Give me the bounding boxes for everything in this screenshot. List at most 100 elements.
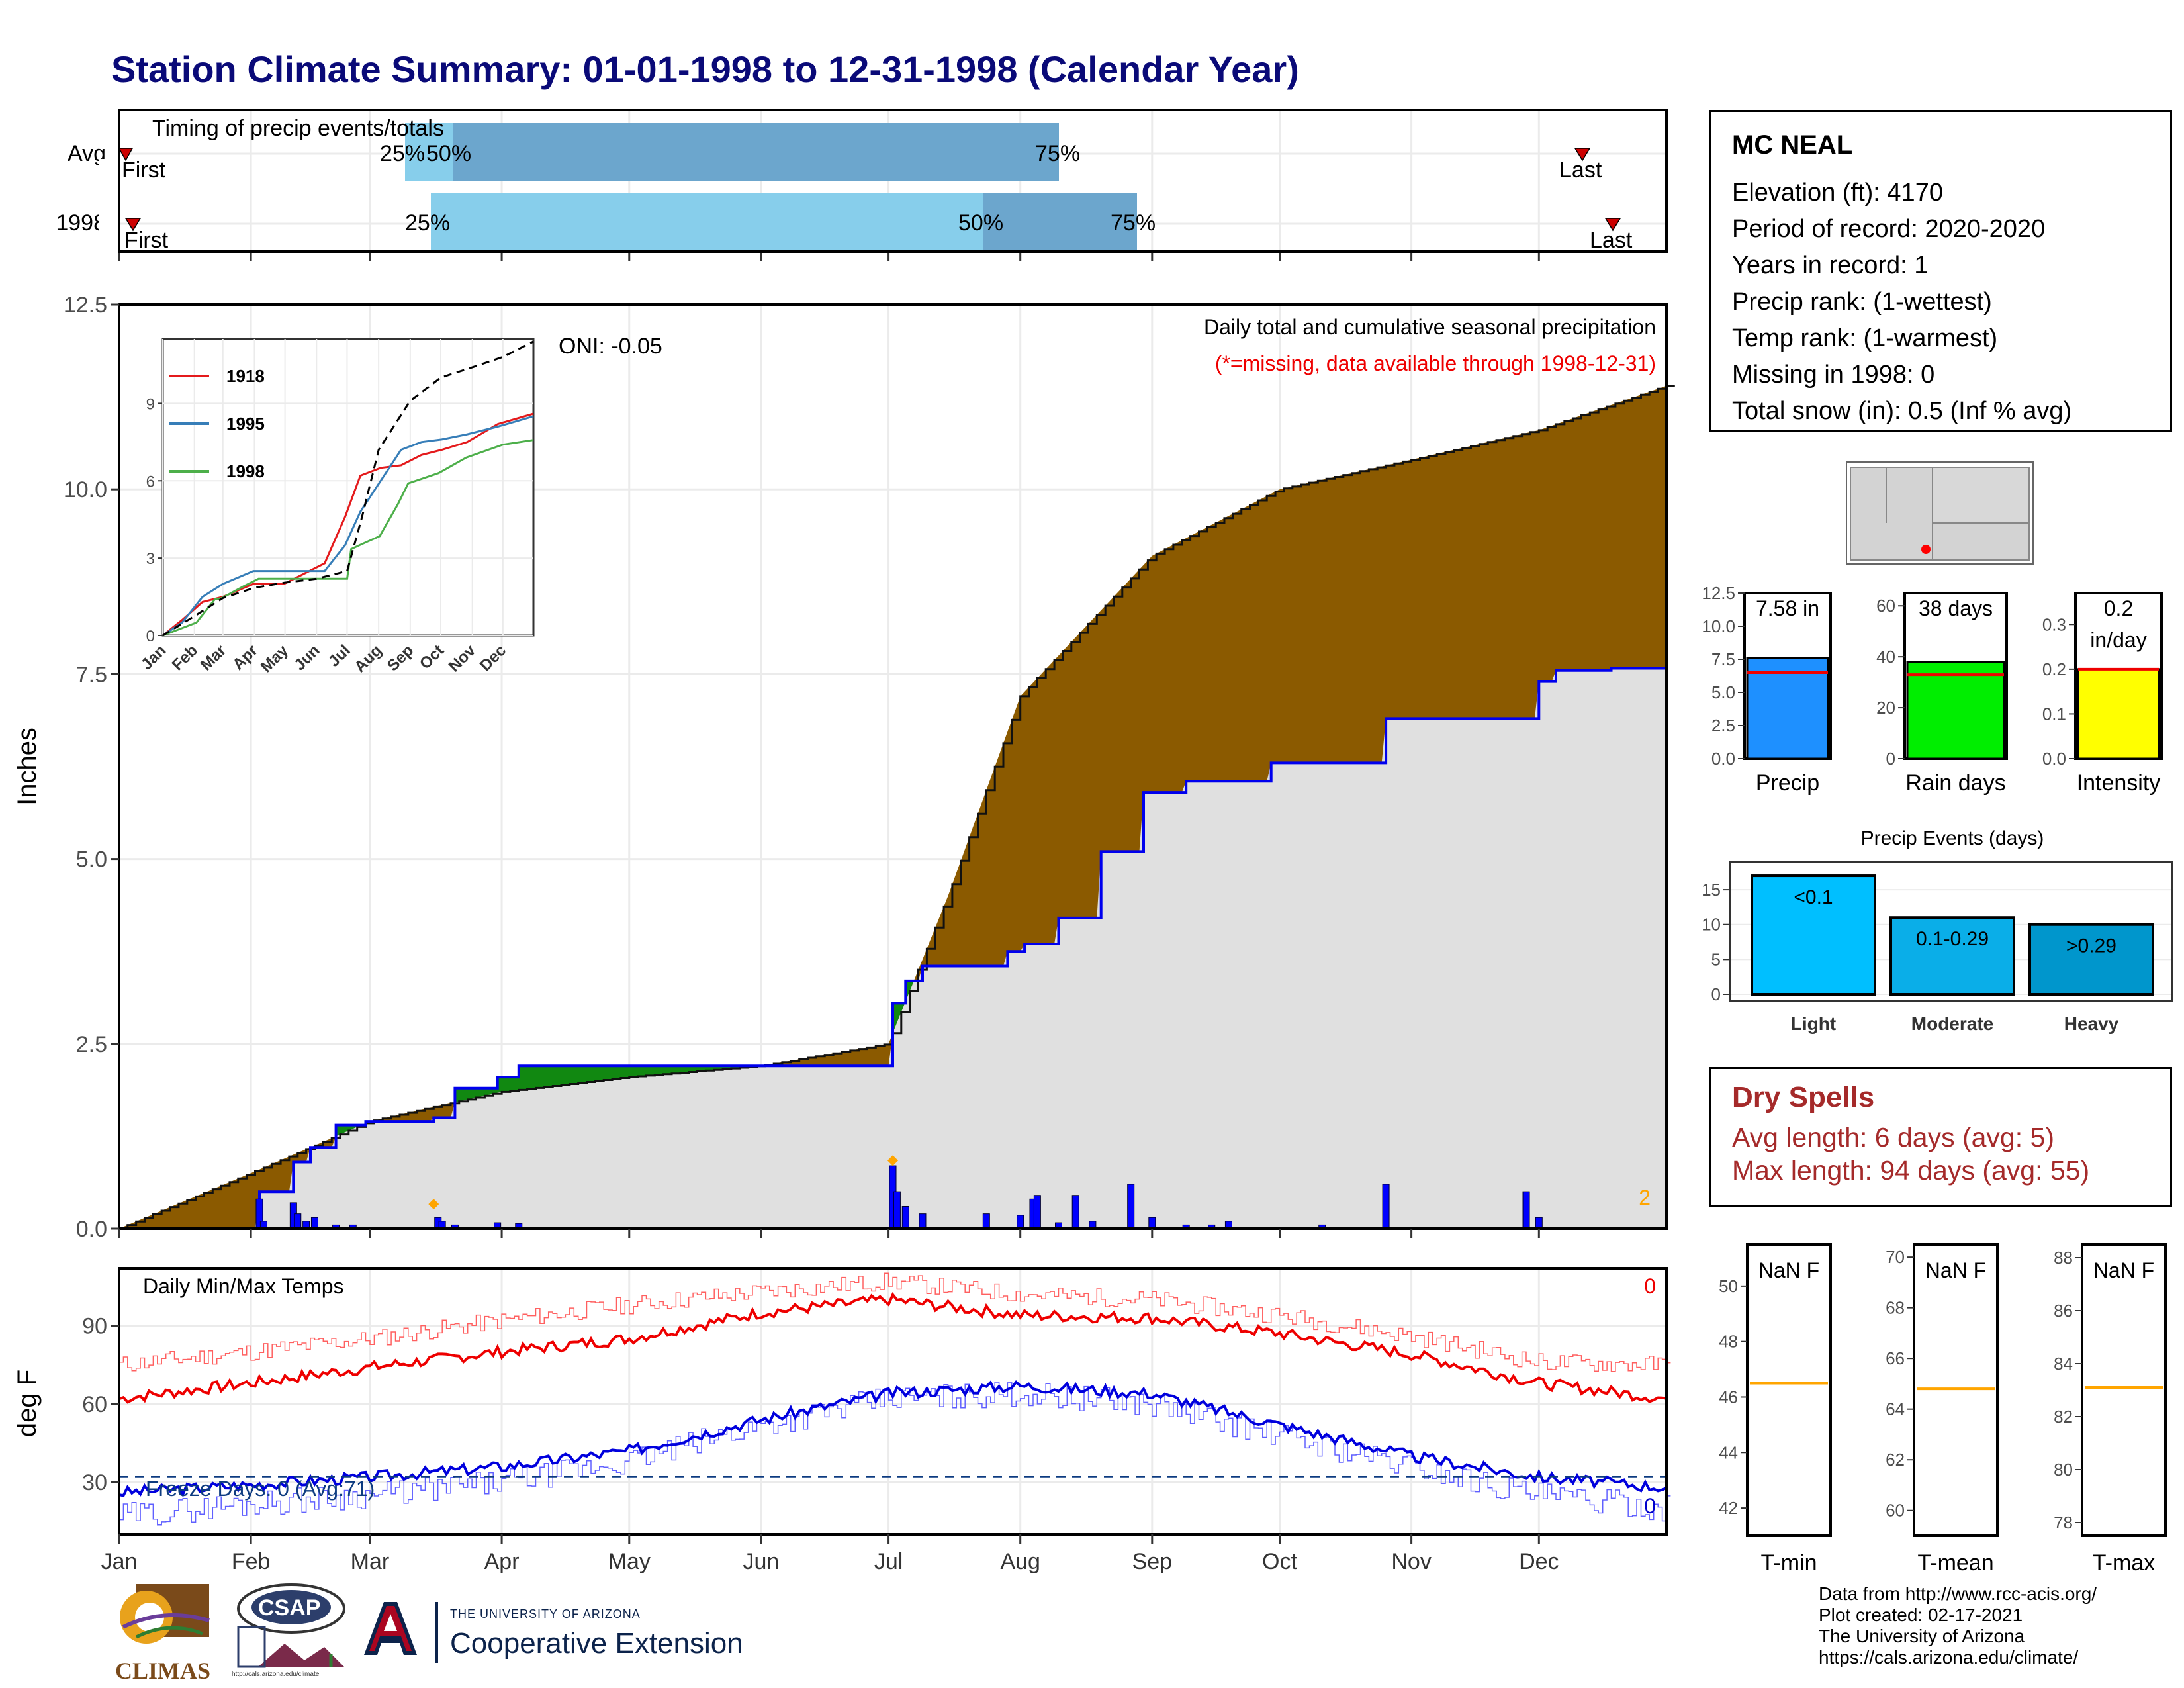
- station-precip-rank: Precip rank: (1-wettest): [1732, 288, 1992, 316]
- precip-event-bar-heavy: [2028, 923, 2154, 996]
- precip-panel-border: [118, 303, 1668, 1230]
- precip-event-category-label: Moderate: [1911, 1013, 1993, 1034]
- precip-events-y-tick-label: 10: [1702, 915, 1721, 935]
- temp-box-y-tick-label: 62: [1886, 1450, 1905, 1470]
- precip-y-axis-label: Inches: [13, 727, 42, 806]
- daily-precip-bar: [901, 1205, 909, 1229]
- precip-events-title: Precip Events (days): [1861, 827, 2044, 849]
- temp-box-y-tick-label: 64: [1886, 1399, 1905, 1419]
- snow-marker: [887, 1155, 898, 1166]
- daily-precip-bar: [1522, 1191, 1530, 1229]
- credit-line-date: Plot created: 02-17-2021: [1819, 1605, 2023, 1625]
- mini-bar-value-label: in/day: [2090, 628, 2146, 652]
- inset-y-tick-label: 9: [146, 395, 155, 413]
- month-label: Feb: [232, 1549, 271, 1574]
- ua-logo-divider: [435, 1602, 438, 1663]
- daily-precip-bar: [1535, 1217, 1543, 1229]
- ua-a-logo: [357, 1595, 443, 1668]
- mini-bar-value-label: 38 days: [1919, 596, 1993, 620]
- precip-y-tick-label: 5.0: [76, 847, 107, 872]
- temp-panel-title: Daily Min/Max Temps: [143, 1274, 343, 1298]
- precip-y-tick-label: 0.0: [76, 1217, 107, 1242]
- daily-precip-bar: [1033, 1195, 1041, 1229]
- temp-box-y-tick-label: 42: [1719, 1498, 1738, 1518]
- mini-bar-y-tick-label: 0.0: [1711, 749, 1735, 769]
- precip-legend-line1: Daily total and cumulative seasonal prec…: [1204, 315, 1656, 339]
- inset-legend-label: 1995: [226, 414, 265, 434]
- dry-spells-max: Max length: 94 days (avg: 55): [1732, 1155, 2090, 1186]
- precip-events-border: [1729, 861, 2173, 1002]
- precip-event-category-label: Heavy: [2064, 1013, 2119, 1034]
- daily-precip-bar: [310, 1217, 318, 1229]
- inset-y-tick-label: 3: [146, 550, 155, 568]
- avg-bar-q2q3: [453, 123, 1059, 181]
- university-a-icon: [364, 1602, 417, 1655]
- daily-precip-bar: [1382, 1184, 1390, 1229]
- timing-row-label-1998: 1998: [56, 211, 106, 236]
- precip-event-bar-moderate: [1889, 916, 2015, 996]
- month-label: Apr: [484, 1549, 520, 1574]
- y1998-first-label: First: [124, 228, 169, 253]
- dry-spells-avg: Avg length: 6 days (avg: 5): [1732, 1122, 2054, 1152]
- temp-box-y-tick-label: 70: [1886, 1247, 1905, 1267]
- cumulative-1998-below-area: [119, 668, 1666, 1229]
- inset-legend-label: 1998: [226, 461, 265, 481]
- temp-box-value: NaN F: [2093, 1258, 2154, 1282]
- y1998-pct-25: 25%: [405, 211, 450, 236]
- station-name: MC NEAL: [1732, 130, 1853, 160]
- temp-box-y-tick-label: 66: [1886, 1348, 1905, 1368]
- mini-bar-2: [2077, 668, 2160, 760]
- avg-last-marker: [1574, 148, 1591, 162]
- mini-bar-category-label: Precip: [1756, 771, 1819, 796]
- station-period: Period of record: 2020-2020: [1732, 215, 2046, 243]
- station-snow: Total snow (in): 0.5 (Inf % avg): [1732, 397, 2072, 425]
- mini-bar-y-tick-label: 40: [1876, 647, 1895, 667]
- temp-y-tick-label: 90: [82, 1314, 107, 1339]
- timing-title: Timing of precip events/totals: [152, 116, 444, 141]
- avg-bar-q1: [405, 123, 455, 181]
- precip-legend-line2: (*=missing, data available through 1998-…: [1215, 352, 1656, 375]
- state-map-region: [1932, 467, 2030, 524]
- temp-box-value: NaN F: [1758, 1258, 1819, 1282]
- y1998-last-marker: [1604, 218, 1621, 232]
- month-label: Aug: [1000, 1549, 1040, 1574]
- csap-logo: CSAP http://cals.arizona.edu/climate: [232, 1581, 351, 1680]
- station-years: Years in record: 1: [1732, 252, 1929, 279]
- climas-emblem-icon: [120, 1584, 210, 1644]
- daily-precip-bar: [1127, 1184, 1135, 1229]
- temp-box-y-tick-label: 88: [2054, 1248, 2073, 1268]
- temp-box-y-tick-label: 84: [2054, 1354, 2073, 1374]
- month-label: Nov: [1391, 1549, 1431, 1574]
- daily-precip-bar: [893, 1191, 901, 1229]
- y1998-first-marker: [124, 218, 142, 232]
- month-label: Dec: [1519, 1549, 1559, 1574]
- y1998-bar-q1q2: [431, 193, 985, 252]
- temp-count-top: 0: [1644, 1274, 1656, 1298]
- inset-panel: [161, 338, 535, 637]
- month-label: Jan: [101, 1549, 138, 1574]
- oni-label: ONI: -0.05: [559, 334, 662, 359]
- inset-series-average: [162, 340, 534, 637]
- temp-box-label: T-mean: [1917, 1550, 1993, 1575]
- month-label: Jun: [743, 1549, 779, 1574]
- credits: Data from http://www.rcc-acis.org/ Plot …: [1819, 1583, 2097, 1668]
- month-label: Oct: [1262, 1549, 1297, 1574]
- tmax-1998-line: [119, 1272, 1671, 1372]
- precip-event-bar-label: >0.29: [2066, 935, 2116, 957]
- temp-box-y-tick-label: 60: [1886, 1501, 1905, 1521]
- precip-y-tick-label: 7.5: [76, 662, 107, 687]
- temp-box-y-tick-label: 86: [2054, 1301, 2073, 1321]
- month-label: Sep: [1132, 1549, 1173, 1574]
- y1998-bar-q3: [983, 193, 1137, 252]
- ua-logo-line1: THE UNIVERSITY OF ARIZONA: [450, 1607, 641, 1620]
- csap-cloud-icon: [237, 1583, 345, 1668]
- mini-bar-y-tick-label: 20: [1876, 698, 1895, 718]
- temp-box-y-tick-label: 82: [2054, 1407, 2073, 1427]
- mini-bar-value-label: 7.58 in: [1756, 596, 1819, 620]
- temp-box-y-tick-label: 46: [1719, 1387, 1738, 1407]
- month-label: May: [608, 1549, 651, 1574]
- daily-precip-bar: [1017, 1215, 1024, 1229]
- station-info-box: MC NEAL Elevation (ft): 4170 Period of r…: [1709, 110, 2172, 432]
- inset-series-1998: [162, 439, 534, 637]
